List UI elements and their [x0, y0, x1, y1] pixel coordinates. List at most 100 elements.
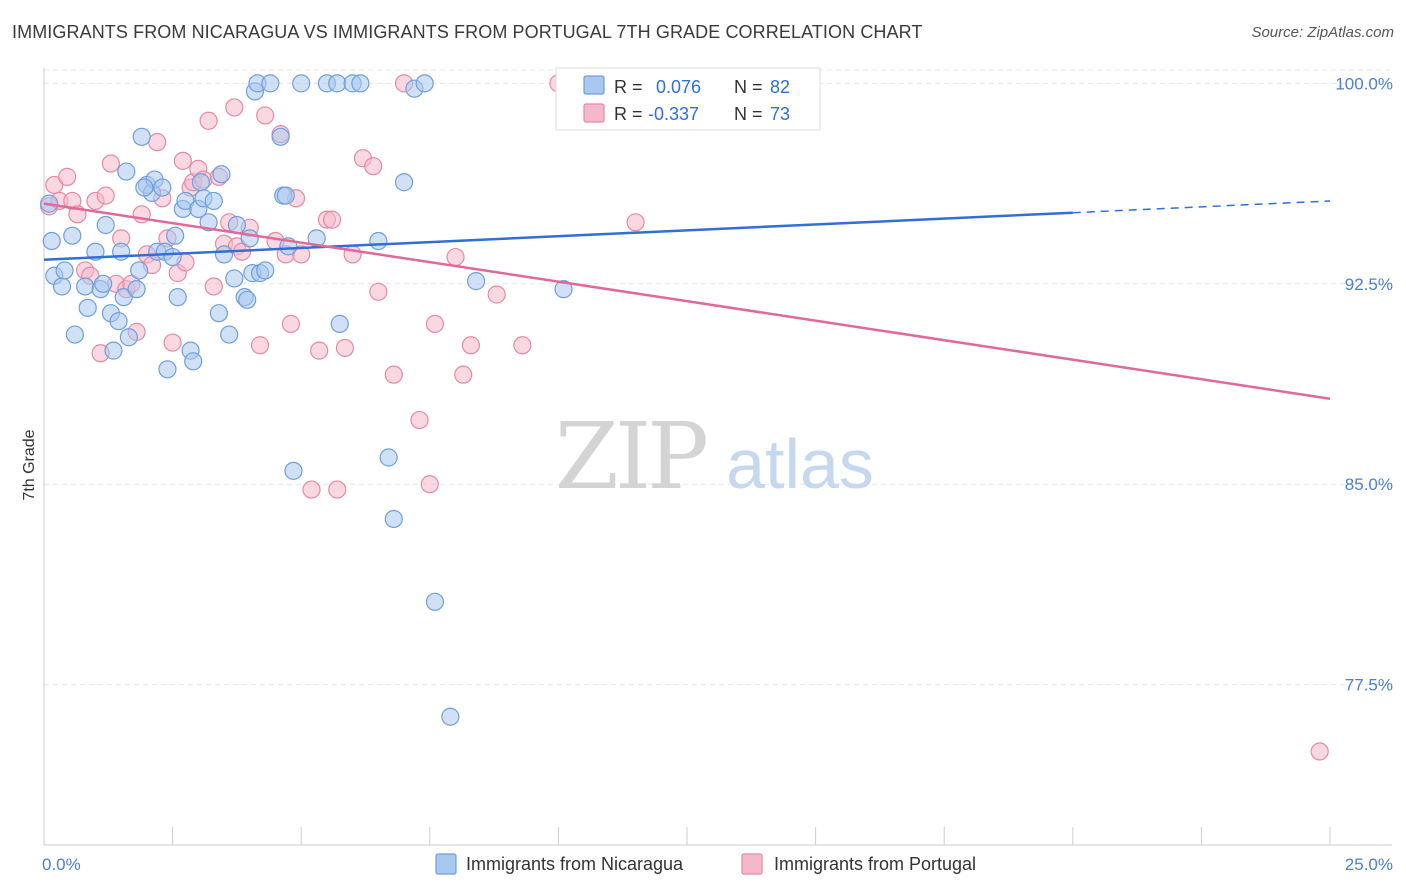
- portugal-point: [256, 106, 275, 125]
- nicaragua-point: [55, 261, 74, 280]
- nicaragua-point: [284, 461, 303, 480]
- portugal-point: [199, 111, 218, 130]
- legend-n-value-nicaragua: 82: [770, 77, 790, 97]
- nicaragua-point: [384, 509, 403, 529]
- nicaragua-point: [166, 226, 185, 245]
- portugal-point: [626, 213, 645, 232]
- nicaragua-point: [104, 341, 123, 360]
- portugal-point: [487, 285, 506, 304]
- y-tick-label: 92.5%: [1345, 275, 1393, 294]
- nicaragua-point: [96, 215, 115, 235]
- nicaragua-point: [191, 173, 210, 192]
- legend-r-label-nicaragua: R =: [614, 77, 643, 97]
- portugal-point: [58, 167, 77, 186]
- nicaragua-point: [554, 280, 573, 299]
- nicaragua-point: [441, 707, 460, 726]
- nicaragua-point: [132, 127, 151, 146]
- portugal-point: [513, 336, 532, 355]
- bottom-legend-swatch-nicaragua: [435, 853, 457, 875]
- portugal-point: [364, 157, 383, 176]
- x-tick-label: 0.0%: [42, 855, 81, 874]
- nicaragua-point: [127, 280, 146, 299]
- portugal-point: [148, 133, 167, 152]
- portugal-point: [101, 154, 120, 173]
- portugal-point: [420, 475, 439, 494]
- nicaragua-point: [379, 448, 398, 467]
- y-axis-title: 7th Grade: [21, 429, 38, 500]
- nicaragua-point: [204, 191, 223, 211]
- nicaragua-point: [415, 74, 434, 93]
- y-tick-label: 100.0%: [1335, 74, 1393, 93]
- portugal-point: [204, 277, 223, 296]
- nicaragua-trend-extension: [1072, 200, 1331, 214]
- portugal-point: [322, 210, 342, 229]
- nicaragua-point: [52, 277, 72, 296]
- nicaragua-point: [261, 74, 280, 93]
- portugal-point: [281, 314, 301, 333]
- legend-r-value-portugal: -0.337: [648, 104, 699, 124]
- portugal-point: [302, 480, 321, 499]
- nicaragua-point: [63, 226, 82, 245]
- nicaragua-point: [76, 277, 95, 296]
- nicaragua-point: [176, 191, 195, 211]
- source-credit: Source: ZipAtlas.com: [1251, 24, 1394, 41]
- portugal-point: [410, 410, 429, 430]
- watermark-atlas: atlas: [726, 425, 874, 503]
- portugal-point: [173, 151, 192, 170]
- portugal-point: [225, 98, 244, 117]
- nicaragua-point: [94, 274, 113, 293]
- nicaragua-point: [135, 178, 154, 197]
- nicaragua-point: [184, 352, 203, 371]
- nicaragua-point: [238, 290, 257, 309]
- nicaragua-point: [153, 178, 172, 197]
- nicaragua-point: [212, 165, 231, 184]
- portugal-point: [454, 365, 473, 384]
- y-tick-label: 77.5%: [1345, 676, 1393, 695]
- portugal-point: [96, 186, 115, 205]
- points-layer: [40, 74, 1329, 761]
- trend-layer: [43, 200, 1331, 400]
- nicaragua-point: [369, 231, 388, 251]
- nicaragua-point: [109, 312, 128, 331]
- portugal-point: [461, 336, 481, 355]
- portugal-point: [335, 338, 355, 358]
- portugal-point: [250, 336, 270, 355]
- portugal-point: [369, 282, 388, 301]
- portugal-trend-line: [43, 202, 1331, 400]
- portugal-point: [310, 341, 329, 360]
- nicaragua-point: [425, 592, 445, 611]
- bottom-legend-label-portugal: Immigrants from Portugal: [774, 854, 976, 874]
- chart-title: IMMIGRANTS FROM NICARAGUA VS IMMIGRANTS …: [12, 22, 923, 42]
- nicaragua-point: [225, 269, 244, 288]
- axes-layer: 77.5% 85.0% 92.5% 100.0% 0.0% 25.0%: [42, 68, 1393, 874]
- legend-swatch-portugal: [583, 103, 605, 123]
- nicaragua-point: [199, 213, 218, 232]
- nicaragua-point: [114, 288, 133, 307]
- nicaragua-point: [42, 231, 61, 251]
- watermark: ZIP atlas: [555, 403, 874, 510]
- portugal-point: [1310, 742, 1329, 761]
- nicaragua-point: [78, 298, 97, 317]
- legend-r-label-portugal: R =: [614, 104, 643, 124]
- nicaragua-trend-line: [43, 211, 1073, 261]
- nicaragua-point: [119, 328, 138, 347]
- nicaragua-point: [240, 229, 259, 248]
- nicaragua-point: [220, 325, 239, 344]
- nicaragua-point: [130, 261, 149, 280]
- portugal-point: [384, 365, 403, 384]
- nicaragua-point: [271, 127, 290, 146]
- legend-n-value-portugal: 73: [770, 104, 790, 124]
- nicaragua-point: [117, 162, 136, 181]
- nicaragua-point: [209, 304, 228, 323]
- legend-swatch-nicaragua: [583, 75, 605, 95]
- bottom-legend-swatch-portugal: [741, 853, 763, 875]
- x-tick-label: 25.0%: [1345, 855, 1393, 874]
- nicaragua-point: [466, 272, 486, 291]
- nicaragua-point: [394, 173, 414, 192]
- legend-n-label-portugal: N =: [734, 104, 763, 124]
- portugal-point: [446, 247, 465, 267]
- portugal-point: [425, 314, 445, 333]
- watermark-zip: ZIP: [555, 403, 706, 510]
- nicaragua-point: [168, 288, 187, 307]
